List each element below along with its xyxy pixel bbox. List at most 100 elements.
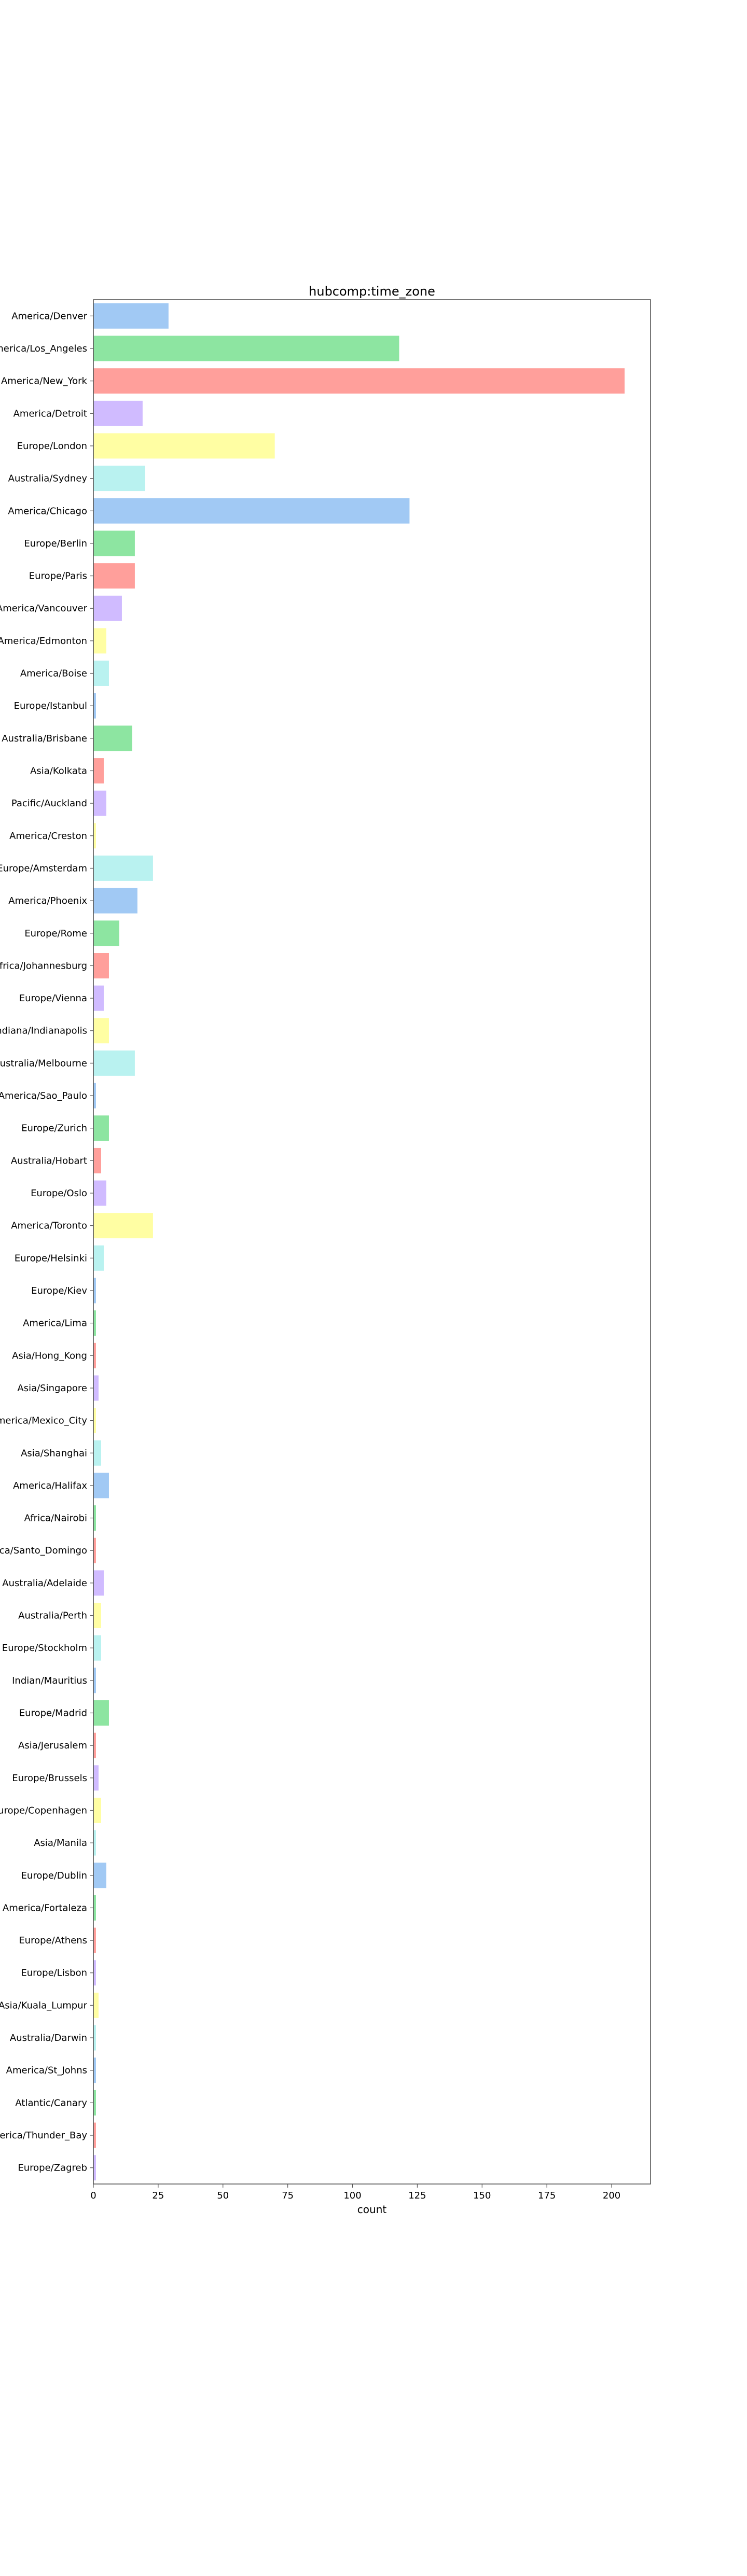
- y-tick-label: America/Denver: [11, 311, 87, 321]
- bar: [93, 1147, 101, 1173]
- y-tick-label: Australia/Darwin: [10, 2033, 87, 2043]
- bar: [93, 1342, 96, 1368]
- y-tick-label: America/Thunder_Bay: [0, 2130, 87, 2141]
- bar: [93, 1050, 135, 1076]
- bar: [93, 1505, 96, 1531]
- y-tick-label: Europe/Amsterdam: [0, 863, 87, 874]
- bar: [93, 1408, 96, 1434]
- bar: [93, 823, 96, 849]
- bar: [93, 661, 109, 686]
- bar: [93, 725, 132, 751]
- bar: [93, 498, 410, 524]
- x-tick-label: 0: [90, 2190, 96, 2201]
- y-tick-label: Europe/Rome: [24, 928, 87, 939]
- y-tick-label: Europe/Paris: [29, 571, 87, 582]
- bar: [93, 1700, 109, 1726]
- y-tick-label: America/Toronto: [11, 1221, 87, 1231]
- bar: [93, 563, 135, 589]
- y-tick-label: Europe/Helsinki: [15, 1253, 87, 1264]
- y-tick-label: America/Lima: [23, 1318, 87, 1329]
- bar: [93, 466, 145, 492]
- bar: [93, 1895, 96, 1921]
- chart-title: hubcomp:time_zone: [309, 284, 435, 299]
- bar: [93, 1278, 96, 1304]
- bar: [93, 1440, 101, 1466]
- bar: [93, 1570, 104, 1596]
- x-tick-label: 150: [473, 2190, 491, 2201]
- bar: [93, 2155, 96, 2181]
- bar: [93, 1960, 96, 1986]
- y-tick-label: Europe/Zagreb: [18, 2163, 87, 2174]
- y-tick-label: Europe/Madrid: [19, 1708, 87, 1719]
- y-tick-label: Australia/Brisbane: [2, 733, 87, 744]
- y-tick-label: Australia/Perth: [18, 1611, 87, 1621]
- y-tick-label: America/Halifax: [13, 1480, 87, 1491]
- y-tick-label: America/Creston: [9, 831, 87, 842]
- y-tick-label: Africa/Nairobi: [24, 1513, 87, 1524]
- y-tick-label: America/Sao_Paulo: [0, 1090, 87, 1101]
- y-tick-label: Australia/Adelaide: [2, 1578, 87, 1589]
- y-tick-label: America/Detroit: [13, 408, 87, 419]
- y-tick-label: America/Fortaleza: [3, 1902, 87, 1913]
- bar: [93, 1603, 101, 1628]
- bar: [93, 2090, 96, 2116]
- bar: [93, 400, 143, 426]
- y-tick-label: America/Indiana/Indianapolis: [0, 1026, 87, 1037]
- y-tick-label: America/Boise: [20, 668, 87, 679]
- y-tick-label: Asia/Manila: [34, 1838, 87, 1849]
- y-tick-label: Europe/Zurich: [21, 1123, 87, 1134]
- bar: [93, 335, 399, 361]
- y-tick-label: Europe/Stockholm: [2, 1643, 87, 1654]
- bar: [93, 1635, 101, 1661]
- bar: [93, 1083, 96, 1109]
- y-tick-label: Europe/Athens: [19, 1935, 87, 1946]
- y-tick-label: Europe/London: [17, 441, 87, 452]
- plot-frame: [93, 299, 651, 2185]
- bars: [93, 303, 625, 2181]
- y-tick-label: America/Edmonton: [0, 636, 87, 647]
- bar: [93, 628, 106, 654]
- bar: [93, 953, 109, 978]
- y-tick-label: Europe/Lisbon: [21, 1968, 87, 1979]
- bar: [93, 1927, 96, 1953]
- y-tick-label: America/Chicago: [8, 506, 87, 516]
- bar: [93, 920, 119, 946]
- x-tick-label: 100: [343, 2190, 361, 2201]
- x-axis-ticks: 0 25 50 75 100 125 150 175 200: [90, 2184, 620, 2201]
- bar: [93, 303, 169, 329]
- x-tick-label: 75: [282, 2190, 294, 2201]
- y-tick-label: Asia/Kuala_Lumpur: [0, 2000, 88, 2011]
- y-tick-label: Europe/Brussels: [12, 1773, 87, 1784]
- y-tick-label: Europe/Oslo: [31, 1188, 87, 1199]
- bar: [93, 1473, 109, 1499]
- y-tick-label: Pacific/Auckland: [11, 798, 87, 809]
- y-tick-label: America/Phoenix: [8, 895, 87, 906]
- y-tick-label: Atlantic/Canary: [15, 2097, 87, 2108]
- y-tick-label: America/St_Johns: [6, 2065, 87, 2076]
- bar: [93, 1863, 106, 1888]
- bar: [93, 368, 625, 394]
- bar: [93, 1668, 96, 1693]
- x-tick-label: 125: [408, 2190, 426, 2201]
- bar: [93, 1245, 104, 1271]
- bar: [93, 1537, 96, 1563]
- y-tick-label: Asia/Shanghai: [21, 1448, 87, 1459]
- y-tick-label: Europe/Dublin: [21, 1870, 87, 1881]
- bar: [93, 530, 135, 556]
- y-tick-label: Europe/Istanbul: [14, 701, 87, 711]
- bar: [93, 1765, 99, 1791]
- y-tick-label: Asia/Hong_Kong: [12, 1350, 87, 1361]
- y-axis-ticks: America/Denver America/Los_Angeles America…: [0, 311, 93, 2174]
- bar: [93, 2057, 96, 2083]
- x-tick-label: 200: [603, 2190, 620, 2201]
- y-tick-label: America/Vancouver: [0, 603, 88, 614]
- y-tick-label: America/Mexico_City: [0, 1416, 87, 1426]
- y-tick-label: America/New_York: [1, 376, 88, 387]
- y-tick-label: Australia/Sydney: [8, 473, 88, 484]
- bar: [93, 985, 104, 1011]
- y-tick-label: Europe/Vienna: [19, 993, 87, 1004]
- y-tick-label: America/Santo_Domingo: [0, 1545, 87, 1556]
- bar: [93, 1798, 101, 1823]
- x-tick-label: 175: [538, 2190, 556, 2201]
